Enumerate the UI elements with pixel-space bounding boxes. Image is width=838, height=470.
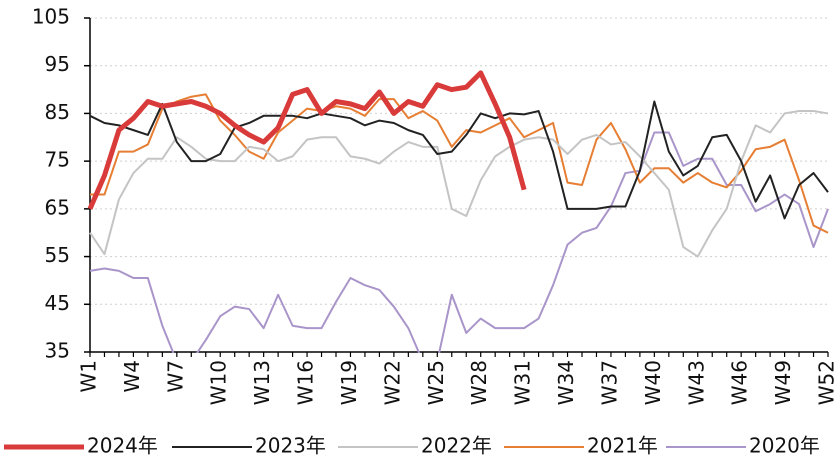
x-tick-label: W19 <box>337 360 361 405</box>
legend-label: 2020年 <box>749 434 820 458</box>
x-tick-label: W40 <box>641 360 665 405</box>
y-tick-label: 45 <box>45 291 70 315</box>
series-line <box>90 133 828 362</box>
x-tick-label: W31 <box>511 360 535 405</box>
x-tick-label: W37 <box>597 360 621 405</box>
y-tick-label: 75 <box>45 148 70 172</box>
y-tick-label: 95 <box>45 52 70 76</box>
x-tick-label: W1 <box>77 360 101 393</box>
legend-label: 2021年 <box>587 434 658 458</box>
y-tick-label: 35 <box>45 339 70 363</box>
x-tick-label: W22 <box>380 360 404 405</box>
x-tick-label: W13 <box>250 360 274 405</box>
series-line <box>90 102 828 219</box>
x-tick-label: W4 <box>120 360 144 393</box>
y-tick-label: 65 <box>45 195 70 219</box>
x-tick-label: W7 <box>163 360 187 393</box>
plot-area <box>90 73 828 362</box>
x-tick-label: W46 <box>728 360 752 405</box>
x-tick-label: W52 <box>815 360 838 405</box>
x-tick-label: W16 <box>294 360 318 405</box>
y-tick-label: 55 <box>45 243 70 267</box>
x-tick-label: W34 <box>554 360 578 405</box>
y-tick-label: 85 <box>45 100 70 124</box>
y-tick-label: 105 <box>32 5 70 29</box>
legend-label: 2024年 <box>87 434 158 458</box>
x-tick-label: W25 <box>424 360 448 405</box>
legend-label: 2023年 <box>255 434 326 458</box>
x-tick-label: W43 <box>684 360 708 405</box>
x-tick-label: W28 <box>467 360 491 405</box>
x-tick-label: W10 <box>207 360 231 405</box>
legend-label: 2022年 <box>421 434 492 458</box>
x-tick-label: W49 <box>771 360 795 405</box>
